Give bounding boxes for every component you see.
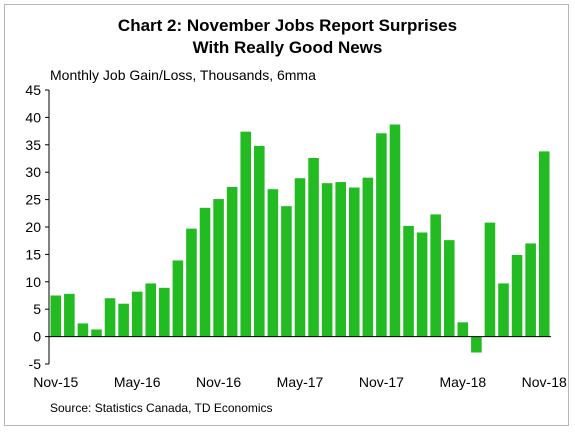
y-tick-label: 10 (25, 274, 41, 290)
y-tick-label: -5 (29, 356, 42, 372)
y-tick-label: 25 (25, 192, 41, 208)
bar-Apr-16 (118, 303, 129, 337)
bar-Oct-18 (525, 243, 536, 337)
bar-Mar-18 (430, 214, 441, 337)
bar-Apr-18 (443, 240, 455, 337)
bar-Jul-17 (321, 183, 333, 337)
bar-Jan-18 (403, 225, 414, 337)
y-tick-label: 40 (25, 109, 41, 125)
bar-Oct-16 (199, 207, 211, 337)
bar-Aug-17 (335, 182, 346, 337)
bar-Jan-16 (77, 323, 89, 337)
y-tick-label: 5 (33, 301, 41, 317)
x-tick-label: Nov-18 (522, 374, 567, 390)
chart-subtitle: Monthly Job Gain/Loss, Thousands, 6mma (50, 67, 316, 83)
y-tick-label: 45 (25, 82, 41, 98)
y-tick-label: 30 (25, 164, 41, 180)
bar-Aug-16 (172, 260, 184, 337)
bar-Jun-17 (308, 157, 319, 337)
x-tick-label: May-17 (277, 374, 324, 390)
bar-Oct-17 (362, 177, 374, 337)
bar-Nov-18 (538, 151, 550, 337)
chart-title: Chart 2: November Jobs Report Surprises (117, 16, 458, 35)
y-tick-label: 0 (33, 329, 41, 345)
x-tick-label: Nov-17 (359, 374, 404, 390)
bar-Dec-17 (389, 124, 401, 337)
bar-Mar-16 (104, 298, 116, 337)
bars-group (50, 124, 550, 353)
x-tick-label: May-18 (439, 374, 486, 390)
bar-Dec-16 (226, 187, 238, 337)
bar-Dec-15 (64, 293, 75, 337)
bar-Jun-16 (145, 283, 157, 337)
bar-Sep-17 (348, 187, 360, 337)
bar-Jul-18 (484, 222, 496, 337)
x-tick-label: Nov-16 (196, 374, 241, 390)
y-tick-label: 35 (25, 137, 41, 153)
x-tick-label: May-16 (114, 374, 161, 390)
bar-May-18 (457, 322, 469, 337)
bar-Jun-18 (471, 336, 482, 353)
x-tick-label: Nov-15 (33, 374, 78, 390)
bar-Feb-18 (416, 232, 428, 337)
x-axis: Nov-15 May-16 Nov-16 May-17 Nov-17 May-18 Nov-… (33, 374, 567, 390)
bar-May-17 (294, 178, 306, 337)
bar-Jan-17 (240, 131, 252, 337)
y-tick-label: 15 (25, 246, 41, 262)
chart-title-line-2: With Really Good News (192, 38, 383, 57)
bar-Nov-15 (50, 295, 62, 337)
bar-Mar-17 (267, 189, 279, 337)
chart-source: Source: Statistics Canada, TD Economics (50, 401, 273, 415)
bar-May-16 (131, 291, 143, 337)
y-tick-label: 20 (25, 219, 41, 235)
bar-Nov-16 (213, 199, 224, 337)
bar-Jul-16 (159, 287, 170, 337)
bar-Feb-16 (91, 329, 102, 337)
y-axis: -5 0 5 10 15 20 25 30 35 40 45 (25, 82, 551, 372)
bar-Feb-17 (254, 145, 265, 337)
bar-Sep-18 (511, 254, 523, 337)
bar-Nov-17 (376, 133, 387, 337)
bar-Sep-16 (186, 228, 197, 337)
bar-Aug-18 (498, 283, 509, 337)
bar-Apr-17 (281, 206, 292, 337)
